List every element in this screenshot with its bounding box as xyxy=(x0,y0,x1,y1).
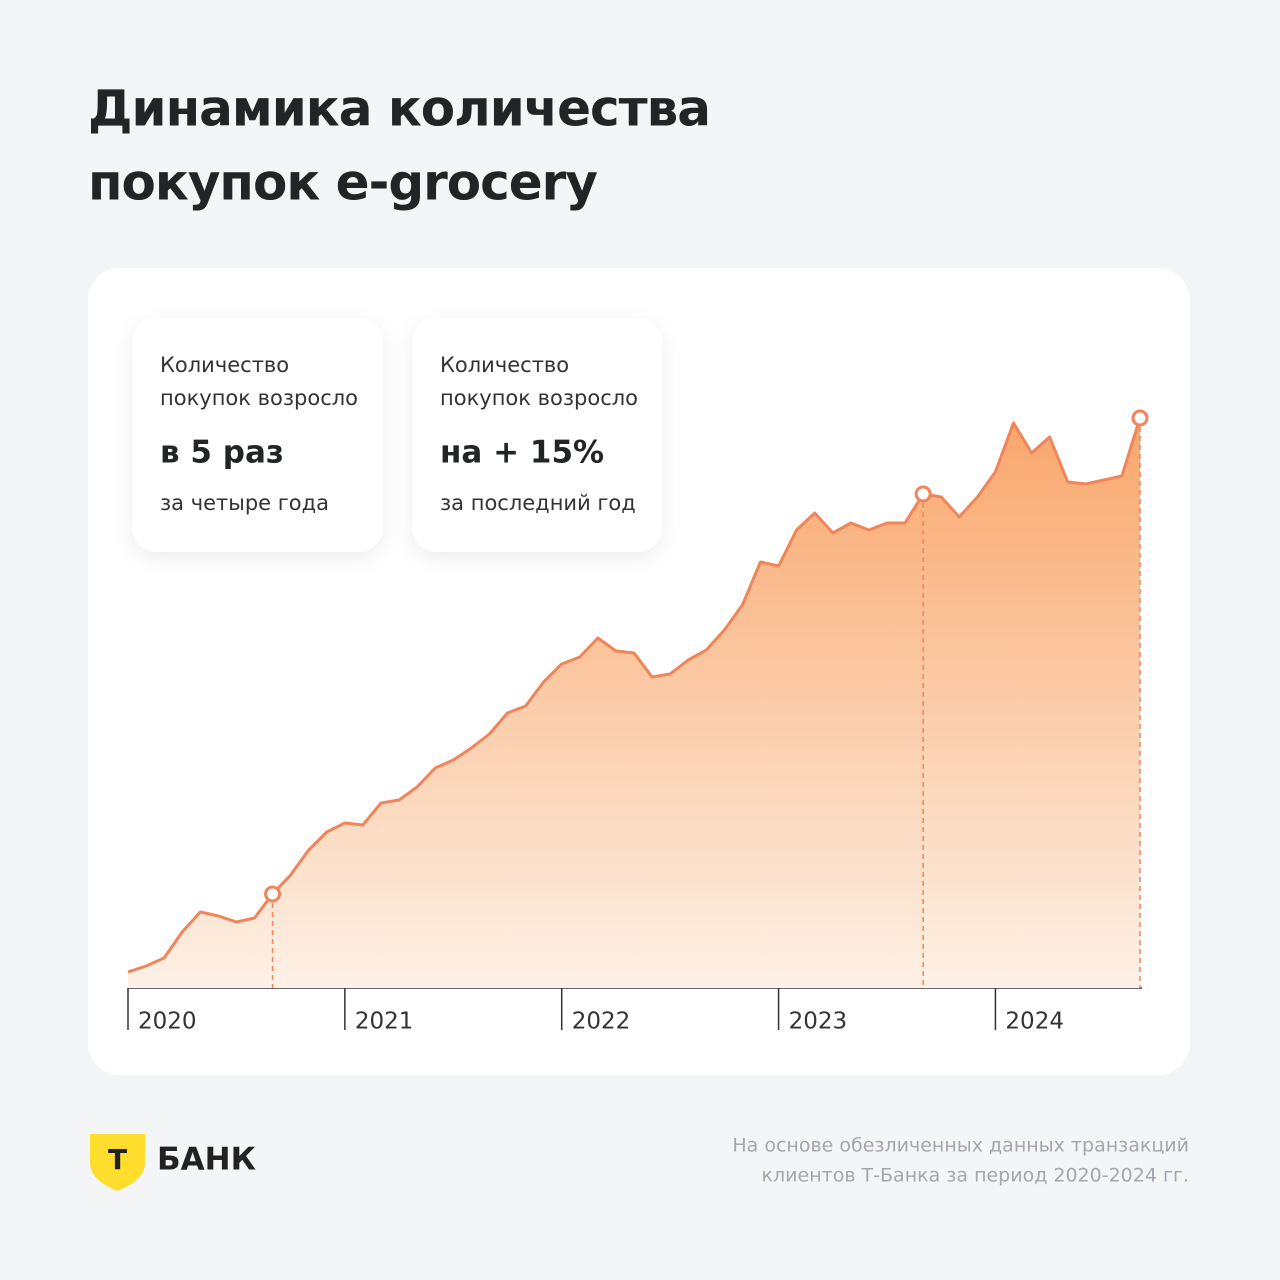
card-footnote: за последний год xyxy=(440,491,636,515)
logo: Т БАНК xyxy=(90,1134,256,1191)
line xyxy=(127,417,1142,974)
x-tick-label: 2020 xyxy=(138,1009,197,1035)
title-line: Динамика количества xyxy=(88,80,710,138)
point-marker xyxy=(264,885,282,903)
brand: БАНК xyxy=(157,1142,256,1178)
x-tick-label: 2023 xyxy=(789,1009,848,1035)
card-text: Количество xyxy=(440,353,569,377)
stat-card-bg xyxy=(132,318,383,552)
x-tick-label: 2021 xyxy=(355,1009,414,1035)
card-text: Количество xyxy=(160,353,289,377)
card-highlight: на + 15% xyxy=(440,435,604,471)
x-tick-label: 2024 xyxy=(1005,1009,1064,1035)
footnote: клиентов Т-Банка за период 2020-2024 гг. xyxy=(762,1165,1189,1187)
stat-card: Количество покупок возросло в 5 раз за ч… xyxy=(132,318,383,552)
logo-shield xyxy=(90,1134,145,1191)
title-line: покупок e-grocery xyxy=(88,154,597,212)
footnote: На основе обезличенных данных транзакций xyxy=(732,1135,1189,1157)
card-text: покупок возросло xyxy=(440,386,638,410)
card-footnote: за четыре года xyxy=(160,491,329,515)
x-tick-label: 2022 xyxy=(572,1009,631,1035)
point-marker xyxy=(914,485,932,503)
plot: 2020 2021 2022 2023 2024 xyxy=(127,409,1149,1035)
stat-card: Количество покупок возросло на + 15% за … xyxy=(412,318,662,552)
card-text: покупок возросло xyxy=(160,386,358,410)
card-highlight: в 5 раз xyxy=(160,435,284,471)
area-fill xyxy=(128,418,1140,988)
point-marker xyxy=(1131,409,1149,427)
logo-letter: Т xyxy=(108,1143,127,1176)
stat-card-bg xyxy=(412,318,662,552)
